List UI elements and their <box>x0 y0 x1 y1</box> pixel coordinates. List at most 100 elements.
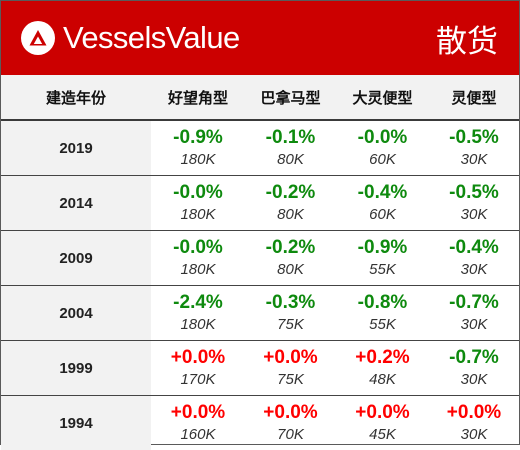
value-change: +0.0% <box>171 401 225 425</box>
vessel-size: 55K <box>369 315 396 335</box>
value-change: -0.4% <box>449 236 499 260</box>
vessel-size: 30K <box>461 260 488 280</box>
build-year-cell: 1994 <box>1 396 151 450</box>
vessel-size: 180K <box>180 205 215 225</box>
value-cell: -0.4%60K <box>336 176 429 231</box>
value-change: -0.9% <box>358 236 408 260</box>
value-cell: -0.1%80K <box>245 120 336 176</box>
build-year-cell: 2009 <box>1 231 151 286</box>
value-cell-content: -0.8%55K <box>336 286 429 340</box>
vessel-size: 160K <box>180 425 215 445</box>
value-cell-content: -0.1%80K <box>245 121 336 175</box>
vessel-size: 80K <box>277 150 304 170</box>
table-row: 2014-0.0%180K-0.2%80K-0.4%60K-0.5%30K <box>1 176 519 231</box>
column-header-build-year: 建造年份 <box>1 75 151 120</box>
build-year-cell: 2014 <box>1 176 151 231</box>
vessel-size: 180K <box>180 260 215 280</box>
value-cell: -0.9%180K <box>151 120 245 176</box>
column-header-capesize: 好望角型 <box>151 75 245 120</box>
table-row: 1994+0.0%160K+0.0%70K+0.0%45K+0.0%30K <box>1 396 519 450</box>
value-cell: +0.0%30K <box>429 396 519 450</box>
value-change: -0.0% <box>173 181 223 205</box>
vessel-size: 30K <box>461 425 488 445</box>
value-change: -2.4% <box>173 291 223 315</box>
value-change: -0.3% <box>266 291 316 315</box>
value-change: -0.7% <box>449 291 499 315</box>
value-change: +0.0% <box>171 346 225 370</box>
build-year-cell: 1999 <box>1 341 151 396</box>
value-cell-content: -0.7%30K <box>429 286 519 340</box>
value-cell: +0.0%160K <box>151 396 245 450</box>
vessel-size: 75K <box>277 315 304 335</box>
value-cell: -0.5%30K <box>429 120 519 176</box>
value-cell: -0.7%30K <box>429 286 519 341</box>
value-cell-content: -0.5%30K <box>429 121 519 175</box>
vessel-size: 75K <box>277 370 304 390</box>
value-cell: +0.0%170K <box>151 341 245 396</box>
value-cell: +0.0%75K <box>245 341 336 396</box>
vessel-size: 60K <box>369 205 396 225</box>
value-cell-content: -0.2%80K <box>245 231 336 285</box>
value-change: -0.2% <box>266 236 316 260</box>
value-cell: +0.0%70K <box>245 396 336 450</box>
value-cell-content: +0.0%70K <box>245 396 336 450</box>
vessel-size: 30K <box>461 370 488 390</box>
value-cell: -0.9%55K <box>336 231 429 286</box>
value-cell-content: -0.4%30K <box>429 231 519 285</box>
segment-title: 散货 <box>436 16 498 61</box>
value-cell-content: +0.0%170K <box>151 341 245 395</box>
value-change: +0.0% <box>355 401 409 425</box>
value-cell-content: -0.0%180K <box>151 176 245 230</box>
table-row: 1999+0.0%170K+0.0%75K+0.2%48K-0.7%30K <box>1 341 519 396</box>
value-cell-content: -0.9%55K <box>336 231 429 285</box>
value-cell-content: +0.0%160K <box>151 396 245 450</box>
value-cell: -2.4%180K <box>151 286 245 341</box>
value-cell: +0.2%48K <box>336 341 429 396</box>
value-cell: -0.2%80K <box>245 231 336 286</box>
value-cell-content: -0.2%80K <box>245 176 336 230</box>
vessel-value-table: 建造年份 好望角型 巴拿马型 大灵便型 灵便型 2019-0.9%180K-0.… <box>1 75 519 450</box>
vessel-size: 60K <box>369 150 396 170</box>
brand: VesselsValue <box>21 20 240 56</box>
value-cell-content: -0.9%180K <box>151 121 245 175</box>
value-change: -0.0% <box>173 236 223 260</box>
value-cell: -0.0%180K <box>151 231 245 286</box>
value-change: -0.5% <box>449 181 499 205</box>
column-header-handysize: 灵便型 <box>429 75 519 120</box>
value-change: -0.5% <box>449 126 499 150</box>
value-change: -0.7% <box>449 346 499 370</box>
vessel-size: 45K <box>369 425 396 445</box>
vessel-size: 48K <box>369 370 396 390</box>
column-header-supramax: 大灵便型 <box>336 75 429 120</box>
value-cell: -0.2%80K <box>245 176 336 231</box>
vessel-size: 30K <box>461 205 488 225</box>
value-cell-content: -0.4%60K <box>336 176 429 230</box>
build-year-cell: 2004 <box>1 286 151 341</box>
value-cell: -0.5%30K <box>429 176 519 231</box>
value-cell: -0.8%55K <box>336 286 429 341</box>
vessel-size: 80K <box>277 205 304 225</box>
vessel-size: 30K <box>461 315 488 335</box>
table-row: 2009-0.0%180K-0.2%80K-0.9%55K-0.4%30K <box>1 231 519 286</box>
value-cell-content: +0.0%45K <box>336 396 429 450</box>
value-cell: +0.0%45K <box>336 396 429 450</box>
vessel-size: 80K <box>277 260 304 280</box>
vessel-size: 170K <box>180 370 215 390</box>
value-cell: -0.3%75K <box>245 286 336 341</box>
vessel-size: 70K <box>277 425 304 445</box>
value-cell-content: +0.0%75K <box>245 341 336 395</box>
value-cell-content: -0.7%30K <box>429 341 519 395</box>
value-change: +0.0% <box>447 401 501 425</box>
value-change: -0.1% <box>266 126 316 150</box>
value-change: -0.2% <box>266 181 316 205</box>
value-cell-content: -0.3%75K <box>245 286 336 340</box>
value-cell: -0.0%180K <box>151 176 245 231</box>
value-change: -0.9% <box>173 126 223 150</box>
value-cell-content: +0.0%30K <box>429 396 519 450</box>
build-year-cell: 2019 <box>1 120 151 176</box>
column-header-panamax: 巴拿马型 <box>245 75 336 120</box>
vessel-size: 180K <box>180 150 215 170</box>
table-row: 2019-0.9%180K-0.1%80K-0.0%60K-0.5%30K <box>1 120 519 176</box>
